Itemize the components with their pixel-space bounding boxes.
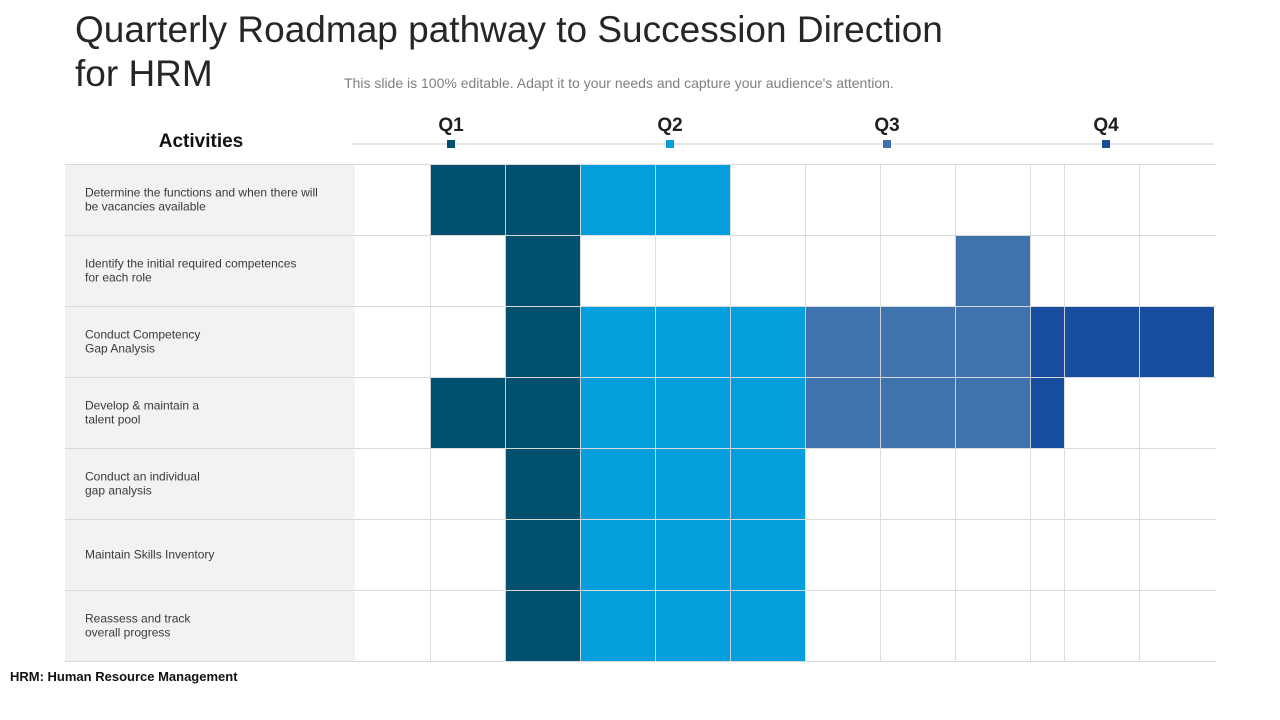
- activity-bar-cell: [580, 164, 655, 235]
- quarter-label-q2: Q2: [657, 115, 683, 136]
- activity-label-column: [65, 164, 355, 661]
- activity-bar-cell: [805, 306, 880, 377]
- activity-bar-cell: [505, 306, 580, 377]
- activity-bar-cell: [955, 377, 1030, 448]
- activity-bar-cell: [580, 590, 655, 661]
- activity-bar-cell: [580, 519, 655, 590]
- quarter-marker-q3: [883, 140, 891, 148]
- activity-bar-cell: [505, 590, 580, 661]
- activity-bar-cell: [505, 235, 580, 306]
- activity-bar-cell: [1064, 306, 1139, 377]
- activity-bar-cell: [880, 306, 955, 377]
- quarter-marker-q4: [1102, 140, 1110, 148]
- quarter-label-q3: Q3: [874, 115, 900, 136]
- footnote: HRM: Human Resource Management: [10, 669, 238, 684]
- page-title: Quarterly Roadmap pathway to Succession …: [75, 9, 943, 94]
- subtitle: This slide is 100% editable. Adapt it to…: [344, 75, 894, 91]
- activity-bar-cell: [655, 377, 730, 448]
- activity-bar-cell: [655, 590, 730, 661]
- activity-label: Conduct Competency Gap Analysis: [85, 328, 200, 356]
- activity-bar-cell: [955, 306, 1030, 377]
- activity-label: Reassess and track overall progress: [85, 612, 191, 640]
- activity-bar-cell: [730, 306, 805, 377]
- activity-bar-cell: [955, 235, 1030, 306]
- activity-bar-cell: [730, 519, 805, 590]
- activity-bar-cell: [730, 590, 805, 661]
- activity-label: Conduct an individual gap analysis: [85, 470, 200, 498]
- quarter-marker-q2: [666, 140, 674, 148]
- quarter-marker-q1: [447, 140, 455, 148]
- activity-bar-cell: [655, 519, 730, 590]
- activity-bar-cell: [505, 519, 580, 590]
- activity-label: Develop & maintain a talent pool: [85, 399, 199, 427]
- activity-bar-cell: [1030, 306, 1064, 377]
- activity-bar-cell: [880, 377, 955, 448]
- activity-bar-cell: [1139, 306, 1214, 377]
- activities-header: Activities: [158, 131, 244, 152]
- activity-bar-cell: [580, 306, 655, 377]
- activity-bar-cell: [805, 377, 880, 448]
- quarter-label-q1: Q1: [438, 115, 464, 136]
- quarter-timeline: [352, 143, 1214, 145]
- activity-bar-cell: [505, 164, 580, 235]
- activity-bar-cell: [430, 164, 505, 235]
- activity-bar-cell: [730, 448, 805, 519]
- activity-bar-cell: [655, 306, 730, 377]
- activity-bar-cell: [730, 377, 805, 448]
- activity-bar-cell: [580, 448, 655, 519]
- activity-bar-cell: [655, 448, 730, 519]
- activity-bar-cell: [580, 377, 655, 448]
- activity-bar-cell: [430, 377, 505, 448]
- activity-bar-cell: [655, 164, 730, 235]
- activity-bar-cell: [505, 448, 580, 519]
- activity-bar-cell: [505, 377, 580, 448]
- activity-label: Determine the functions and when there w…: [85, 186, 318, 214]
- activity-label: Identify the initial required competence…: [85, 257, 296, 285]
- activity-bar-cell: [1030, 377, 1064, 448]
- activity-label: Maintain Skills Inventory: [85, 548, 214, 562]
- quarter-label-q4: Q4: [1093, 115, 1119, 136]
